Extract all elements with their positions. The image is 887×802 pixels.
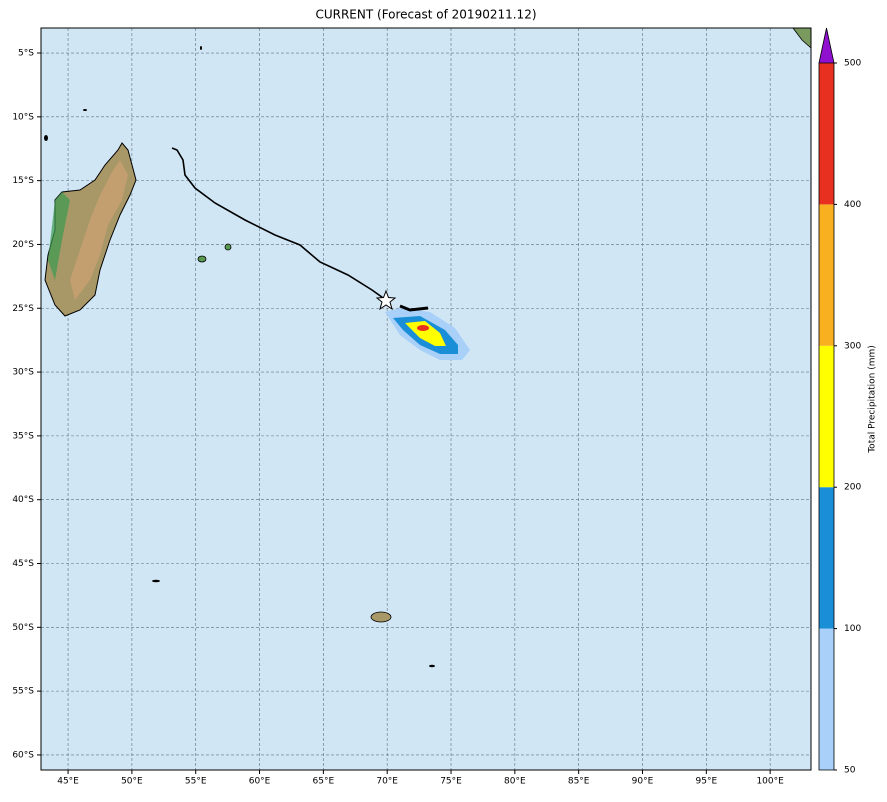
precipitation [385,308,470,360]
colorbar-tick-label: 400 [844,200,861,210]
colorbar: 50 100 200 300 400 500 [818,27,861,776]
x-tick-label: 45°E [57,777,79,787]
y-tick-label: 60°S [12,750,34,760]
y-tick-label: 50°S [12,623,34,633]
storm-position [375,289,397,311]
relief [70,160,128,300]
colorbar-tick-label: 50 [844,766,856,776]
relief [48,192,70,280]
y-tick-label: 55°S [12,687,34,697]
y-tick-label: 5°S [18,49,34,59]
x-tick-label: 60°E [249,777,271,787]
x-tick-label: 80°E [504,777,526,787]
y-tick-label: 35°S [12,431,34,441]
x-tick-label: 90°E [632,777,654,787]
colorbar-tick-label: 500 [844,59,861,69]
sea [41,28,811,770]
colorbar-tick-label: 200 [844,483,861,493]
precip-max [417,325,429,331]
y-tick-label: 30°S [12,368,34,378]
x-tick-label: 100°E [756,777,784,787]
storm-track-forecast [399,304,429,312]
colorbar-extend [818,27,835,64]
colorbar-label: Total Precipitation (mm) [868,345,878,454]
island [152,579,160,583]
island [370,611,392,623]
map-frame [40,27,812,771]
x-tick-label: 65°E [313,777,335,787]
island [44,135,48,141]
y-tick-label: 40°S [12,495,34,505]
island [197,255,207,263]
title: CURRENT (Forecast of 20190211.12) [315,8,536,22]
island [429,664,435,668]
x-tick-label: 55°E [185,777,207,787]
grid [41,28,811,770]
island [83,109,87,111]
x-tick-label: 75°E [440,777,462,787]
x-tick-label: 70°E [376,777,398,787]
x-tick-label: 85°E [568,777,590,787]
x-tick-label: 95°E [696,777,718,787]
colorbar-band [819,345,834,488]
colorbar-frame [818,63,835,771]
island [200,46,202,50]
colorbar-band [819,487,834,629]
y-tick-label: 25°S [12,304,34,314]
y-tick-label: 45°S [12,559,34,569]
y-tick-label: 10°S [12,112,34,122]
precip-high [405,321,446,346]
colorbar-band [819,204,834,346]
colorbar-tick-label: 300 [844,341,861,351]
x-tick-label: 50°E [121,777,143,787]
y-tick-label: 15°S [12,176,34,186]
storm-track [171,147,387,301]
colorbar-tick-label: 100 [844,624,861,634]
colorbar-band [819,63,834,205]
land [44,27,812,668]
y-tick-label: 20°S [12,240,34,250]
colorbar-band [819,628,834,770]
island [224,243,232,251]
